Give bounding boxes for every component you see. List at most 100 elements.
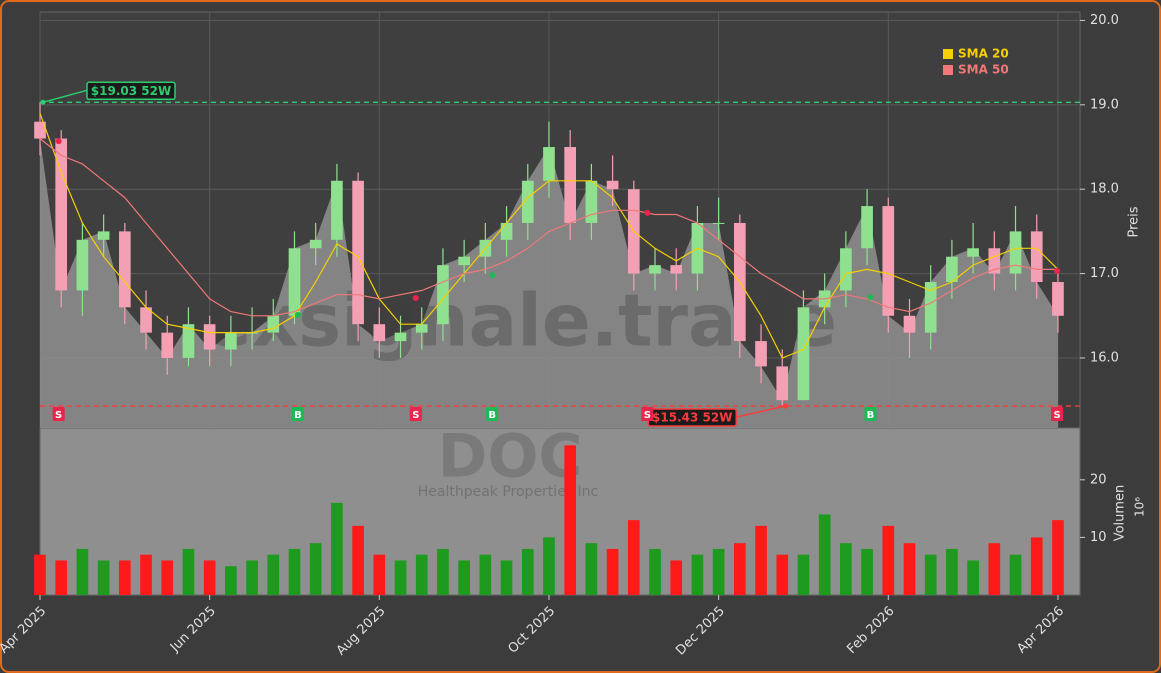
candle-body xyxy=(500,222,513,240)
volume-bar xyxy=(331,502,343,595)
candle-body xyxy=(97,231,110,240)
candle-body xyxy=(606,180,619,190)
volume-bar xyxy=(118,560,131,595)
volume-bar xyxy=(352,525,364,595)
legend-swatch xyxy=(943,49,953,59)
candle-body xyxy=(34,121,46,139)
signal-marker xyxy=(291,407,304,421)
candle-body xyxy=(140,307,152,333)
candle-body xyxy=(352,180,364,325)
volume-bar xyxy=(1009,554,1022,595)
signal-marker xyxy=(52,407,65,421)
signal-label: S xyxy=(1053,410,1060,421)
volume-bar xyxy=(76,548,89,595)
signal-marker xyxy=(409,407,422,421)
candle-body xyxy=(267,315,280,333)
candle-body xyxy=(55,138,68,291)
signal-dot xyxy=(489,272,496,279)
candle-body xyxy=(861,206,873,249)
annotation-point xyxy=(40,99,46,105)
y-tick-label: 18.0 xyxy=(1090,182,1119,197)
volume-bar xyxy=(394,560,407,595)
candle-body xyxy=(1009,231,1022,274)
candle-body xyxy=(118,231,131,308)
volume-tick-label: 20 xyxy=(1090,472,1107,487)
candle-body xyxy=(415,324,428,333)
volume-bar xyxy=(34,554,46,595)
volume-bar xyxy=(755,525,767,595)
legend-label: SMA 20 xyxy=(958,47,1009,61)
candle-body xyxy=(988,248,1001,274)
y-tick-label: 19.0 xyxy=(1090,97,1119,112)
candle-body xyxy=(543,147,555,181)
volume-bar xyxy=(97,560,110,595)
signal-dot xyxy=(1054,268,1061,275)
candle-body xyxy=(649,265,661,274)
annotation-box xyxy=(86,81,176,101)
candle-body xyxy=(161,332,174,358)
volume-bar xyxy=(288,548,301,595)
signal-label: S xyxy=(55,410,62,421)
annotation-arrow xyxy=(736,405,786,418)
volume-bar xyxy=(521,548,534,595)
volume-bar xyxy=(606,548,619,595)
volume-unit: 10⁶ xyxy=(1133,497,1147,517)
annotation-label: $15.43 52W xyxy=(652,411,732,425)
volume-bar xyxy=(903,543,916,595)
signal-dot xyxy=(867,294,874,301)
candle-body xyxy=(924,282,937,333)
candle-body xyxy=(288,248,301,316)
candle-body xyxy=(755,341,767,367)
volume-bar xyxy=(140,554,152,595)
annotation-point xyxy=(782,403,788,409)
candle-body xyxy=(373,324,386,342)
candle-body xyxy=(946,256,958,283)
candle-body xyxy=(564,147,577,223)
candle-body xyxy=(585,180,598,223)
volume-bar xyxy=(882,525,895,595)
volume-bar xyxy=(861,548,873,595)
candle-body xyxy=(840,248,852,291)
candle-body xyxy=(225,332,237,350)
candle-body xyxy=(967,248,979,257)
signal-dot xyxy=(55,138,62,145)
volume-bar xyxy=(500,560,513,595)
candle-body xyxy=(309,239,322,249)
company-watermark: Healthpeak Properties Inc xyxy=(418,484,599,500)
volume-bar xyxy=(267,554,280,595)
ticker-watermark: DOC xyxy=(438,422,583,492)
candle-body xyxy=(331,180,343,240)
volume-bar xyxy=(712,548,725,595)
signal-label: B xyxy=(294,410,302,421)
signal-label: B xyxy=(488,410,496,421)
volume-tick-label: 10 xyxy=(1090,530,1107,545)
candle-body xyxy=(182,324,195,358)
candle-body xyxy=(776,366,789,401)
y-tick-label: 16.0 xyxy=(1090,350,1119,365)
signal-dot xyxy=(294,311,301,318)
volume-bar xyxy=(797,554,810,595)
volume-bar xyxy=(924,554,937,595)
candle-body xyxy=(712,222,725,224)
candle-body xyxy=(521,180,534,223)
volume-bar xyxy=(691,554,704,595)
candle-body xyxy=(437,265,449,325)
volume-bar xyxy=(182,548,195,595)
volume-bar xyxy=(585,543,598,595)
volume-bar xyxy=(967,560,979,595)
volume-bar xyxy=(564,445,577,595)
volume-bar xyxy=(458,560,470,595)
signal-marker xyxy=(641,407,654,421)
candle-body xyxy=(670,265,683,274)
y-tick-label: 17.0 xyxy=(1090,266,1119,281)
volume-bar xyxy=(479,554,492,595)
signal-marker xyxy=(864,407,877,421)
volume-bar xyxy=(1030,537,1043,595)
volume-bar xyxy=(203,560,216,595)
signal-dot xyxy=(412,295,419,302)
volume-bar xyxy=(309,543,322,595)
candle-body xyxy=(882,206,895,316)
candle-body xyxy=(1052,282,1064,316)
volume-bar xyxy=(946,548,958,595)
